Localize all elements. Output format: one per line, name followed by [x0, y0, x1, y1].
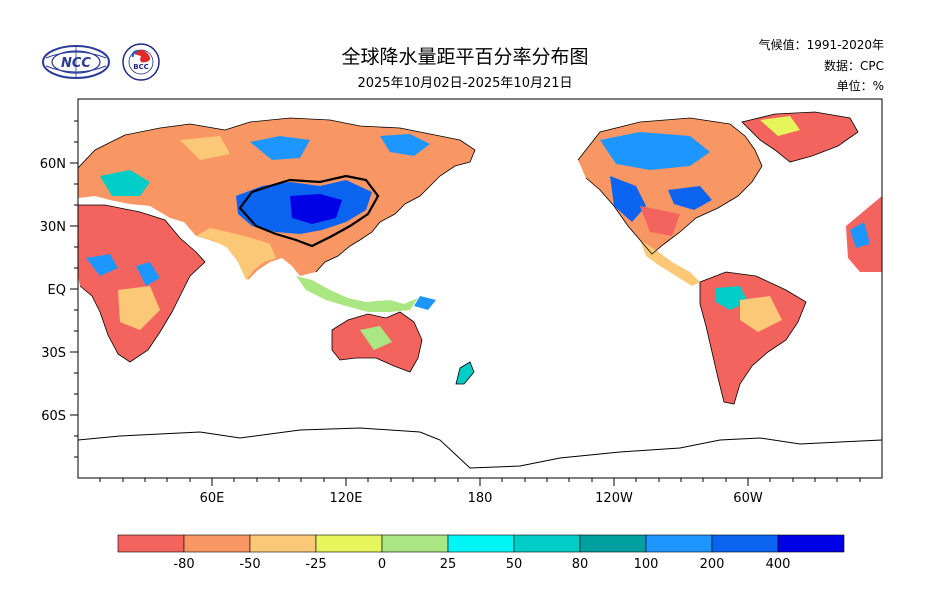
legend-swatch	[447, 534, 515, 553]
legend-label: -50	[239, 557, 260, 572]
legend-label: 50	[506, 557, 523, 572]
longitude-ticks	[99, 478, 861, 486]
legend-swatch	[711, 534, 779, 553]
coastlines	[78, 111, 859, 405]
legend-swatch	[249, 534, 317, 553]
lon-label-120e: 120E	[329, 491, 362, 506]
legend-label: 200	[700, 557, 725, 572]
africa-landmass	[78, 205, 205, 362]
legend-swatch	[183, 534, 251, 553]
ncc-logo: NCC	[42, 45, 110, 79]
legend-label: 400	[766, 557, 791, 572]
near-normal-patches	[118, 116, 800, 332]
legend-swatch	[513, 534, 581, 553]
wet-anomaly-patches	[86, 132, 870, 350]
map-subtitle: 2025年10月02日-2025年10月21日	[357, 76, 573, 91]
legend-swatch	[645, 534, 713, 553]
lon-label-60e: 60E	[200, 491, 225, 506]
latitude-ticks	[70, 120, 78, 458]
lon-label-120w: 120W	[595, 491, 633, 506]
bcc-logo-text: BCC	[133, 63, 149, 71]
new-zealand	[456, 362, 474, 384]
legend-labels: -80 -50 -25 0 25 50 80 100 200 400	[173, 557, 790, 572]
legend-swatch	[579, 534, 647, 553]
legend-swatch	[315, 534, 383, 553]
lon-label-180: 180	[468, 491, 493, 506]
legend-label: -80	[173, 557, 194, 572]
lat-label-30s: 30S	[41, 346, 66, 361]
legend-swatch	[381, 534, 449, 553]
maritime-continent	[296, 276, 418, 312]
ncc-logo-text: NCC	[61, 56, 91, 71]
lon-label-60w: 60W	[733, 491, 763, 506]
legend-label: -25	[305, 557, 326, 572]
legend-swatch	[117, 534, 185, 553]
lat-label-eq: EQ	[48, 283, 66, 298]
legend-label: 80	[572, 557, 589, 572]
lat-label-60n: 60N	[40, 157, 66, 172]
bcc-logo: BCC	[122, 43, 160, 81]
map-title: 全球降水量距平百分率分布图	[341, 46, 589, 68]
lat-label-30n: 30N	[40, 220, 66, 235]
legend-label: 0	[378, 557, 386, 572]
legend-colorbar	[117, 534, 845, 553]
south-asia-landmass	[196, 228, 276, 280]
china-boundary	[238, 174, 380, 248]
unit-label: 单位：%	[836, 79, 884, 93]
data-source-label: 数据：CPC	[824, 59, 884, 73]
legend-label: 100	[634, 557, 659, 572]
lat-label-60s: 60S	[41, 409, 66, 424]
antarctica-outline	[78, 427, 882, 469]
legend-swatch	[777, 534, 845, 553]
climate-period-label: 气候值：1991-2020年	[758, 38, 884, 52]
legend-label: 25	[440, 557, 457, 572]
